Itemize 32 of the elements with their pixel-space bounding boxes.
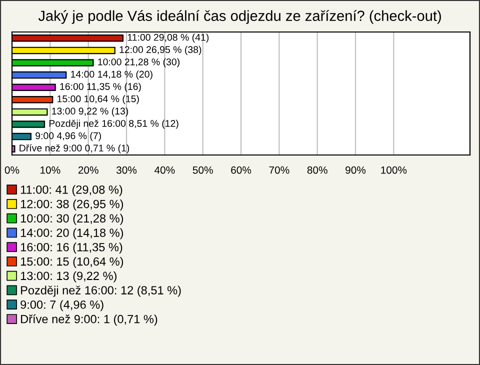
data-label: 14:00 14,18 % (20)	[71, 70, 152, 80]
legend-label: Později než 16:00: 12 (8,51 %)	[21, 286, 181, 297]
data-label: 15:00 10,64 % (15)	[58, 95, 139, 104]
data-label: 11:00 29,08 % (41)	[128, 34, 209, 43]
legend-label: 15:00: 15 (10,64 %)	[20, 257, 124, 268]
legend-label: 9:00: 7 (4,96 %)	[20, 300, 104, 312]
x-tick-label: 60%	[231, 166, 252, 174]
data-label: Později než 16:00 8,51 % (12)	[49, 120, 178, 129]
data-label: 12:00 26,95 % (38)	[120, 46, 202, 55]
x-tick-label: 10%	[40, 166, 60, 174]
legend-label: 11:00: 41 (29,08 %)	[20, 185, 122, 196]
x-tick-label: 40%	[154, 166, 175, 174]
data-label: 16:00 11,35 % (16)	[60, 82, 141, 92]
x-tick-label: 100%	[381, 166, 407, 174]
x-tick-label: 20%	[78, 166, 98, 174]
data-label: 9:00 4,96 % (7)	[36, 132, 101, 142]
legend-label: 14:00: 20 (14,18 %)	[20, 228, 124, 240]
legend-label: 13:00: 13 (9,22 %)	[20, 271, 116, 282]
legend-label: Dříve než 9:00: 1 (0,71 %)	[21, 314, 158, 326]
x-tick-label: 0%	[4, 166, 20, 174]
data-label: Dříve než 9:00 0,71 % (1)	[20, 144, 130, 154]
x-tick-label: 70%	[269, 166, 290, 174]
data-label: 13:00 9,22 % (13)	[52, 107, 128, 116]
legend-label: 16:00: 16 (11,35 %)	[20, 242, 122, 254]
x-tick-label: 30%	[116, 166, 137, 174]
x-tick-label: 80%	[307, 166, 328, 174]
data-label: 10:00 21,28 % (30)	[98, 58, 180, 68]
x-tick-label: 50%	[192, 166, 213, 174]
legend-label: 10:00: 30 (21,28 %)	[20, 214, 124, 225]
legend-label: 12:00: 38 (26,95 %)	[20, 200, 124, 211]
x-tick-label: 90%	[346, 166, 366, 174]
chart-title: Jaký je podle Vás ideální čas odjezdu ze zařízení? (check-out)	[38, 10, 441, 24]
